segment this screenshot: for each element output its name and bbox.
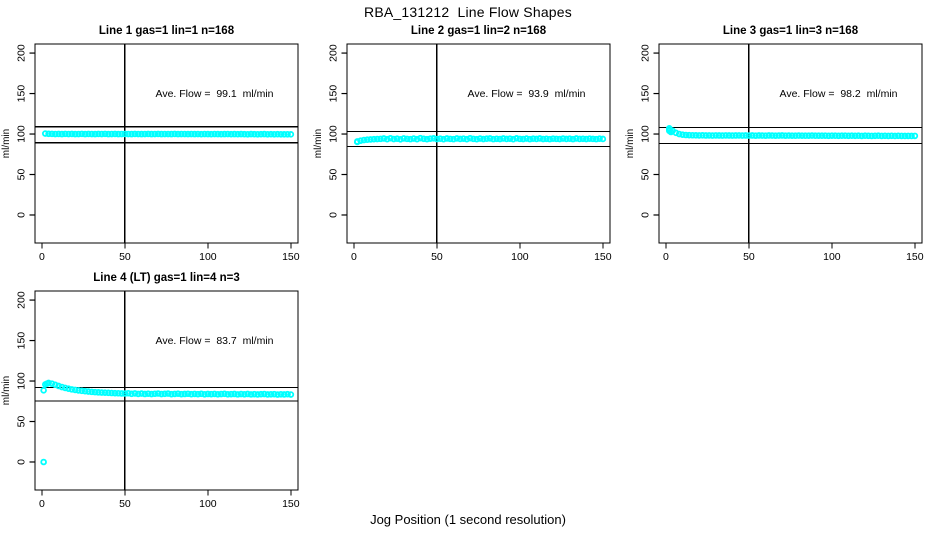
x-tick-label: 0 xyxy=(39,498,45,510)
plot-box xyxy=(34,290,299,491)
y-tick-label: 100 xyxy=(328,125,340,143)
ave-flow-annotation: Ave. Flow = 83.7 ml/min xyxy=(156,335,274,347)
y-tick-label: 200 xyxy=(328,44,340,62)
x-tick-label: 100 xyxy=(823,251,841,263)
y-tick-label: 0 xyxy=(16,212,28,218)
data-points xyxy=(665,125,919,140)
x-tick-label: 100 xyxy=(199,251,217,263)
x-tick-label: 100 xyxy=(199,498,217,510)
panel-line-1: Line 1 gas=1 lin=1 n=168 0 50 100 150 0 50 100 1… xyxy=(0,18,312,264)
y-axis-label: ml/min xyxy=(625,129,636,158)
plot-box xyxy=(34,43,299,244)
plot-box xyxy=(658,43,923,244)
x-tick-label: 50 xyxy=(743,251,755,263)
y-tick-label: 50 xyxy=(328,169,340,181)
line-4-scatter-plot: Line 4 (LT) gas=1 lin=4 n=3 0 50 100 150 0 50 1… xyxy=(1,272,300,510)
ave-flow-annotation: Ave. Flow = 93.9 ml/min xyxy=(468,88,586,100)
line-1-scatter-plot: Line 1 gas=1 lin=1 n=168 0 50 100 150 0 50 100 1… xyxy=(1,25,300,263)
figure-title: RBA_131212 Line Flow Shapes xyxy=(364,4,572,20)
ave-flow-annotation: Ave. Flow = 99.1 ml/min xyxy=(156,88,274,100)
y-tick-label: 150 xyxy=(16,332,28,350)
y-tick-label: 50 xyxy=(16,416,28,428)
y-tick-label: 100 xyxy=(16,372,28,390)
y-tick-label: 0 xyxy=(640,212,652,218)
y-tick-label: 150 xyxy=(640,85,652,103)
y-tick-label: 150 xyxy=(16,85,28,103)
x-axis-label: Jog Position (1 second resolution) xyxy=(370,512,566,527)
y-tick-label: 100 xyxy=(16,125,28,143)
x-tick-label: 50 xyxy=(119,251,131,263)
x-tick-label: 150 xyxy=(906,251,924,263)
panel-title: Line 3 gas=1 lin=3 n=168 xyxy=(723,25,859,37)
panel-title: Line 4 (LT) gas=1 lin=4 n=3 xyxy=(93,272,239,284)
x-tick-label: 50 xyxy=(119,498,131,510)
y-tick-label: 0 xyxy=(328,212,340,218)
y-tick-label: 150 xyxy=(328,85,340,103)
panel-line-4: Line 4 (LT) gas=1 lin=4 n=3 0 50 100 150 0 50 1… xyxy=(0,265,312,511)
line-3-scatter-plot: Line 3 gas=1 lin=3 n=168 0 50 100 150 0 50 100 1… xyxy=(625,25,924,263)
y-axis-label: ml/min xyxy=(1,129,12,158)
data-points xyxy=(40,379,295,466)
y-axis-label: ml/min xyxy=(313,129,324,158)
ave-flow-annotation: Ave. Flow = 98.2 ml/min xyxy=(780,88,898,100)
x-tick-label: 0 xyxy=(351,251,357,263)
y-tick-label: 0 xyxy=(16,459,28,465)
panel-line-3: Line 3 gas=1 lin=3 n=168 0 50 100 150 0 50 100 1… xyxy=(624,18,936,264)
y-tick-label: 50 xyxy=(16,169,28,181)
panel-line-2: Line 2 gas=1 lin=2 n=168 0 50 100 150 0 50 100 1… xyxy=(312,18,624,264)
y-tick-label: 100 xyxy=(640,125,652,143)
panel-title: Line 2 gas=1 lin=2 n=168 xyxy=(411,25,547,37)
x-tick-label: 100 xyxy=(511,251,529,263)
y-tick-label: 200 xyxy=(16,44,28,62)
y-tick-label: 50 xyxy=(640,169,652,181)
y-axis-label: ml/min xyxy=(1,376,12,405)
x-tick-label: 150 xyxy=(282,498,300,510)
y-tick-label: 200 xyxy=(640,44,652,62)
x-tick-label: 150 xyxy=(282,251,300,263)
data-points xyxy=(353,134,607,146)
x-tick-label: 50 xyxy=(431,251,443,263)
x-tick-label: 0 xyxy=(663,251,669,263)
line-2-scatter-plot: Line 2 gas=1 lin=2 n=168 0 50 100 150 0 50 100 1… xyxy=(313,25,612,263)
x-tick-label: 0 xyxy=(39,251,45,263)
plot-box xyxy=(346,43,611,244)
y-tick-label: 200 xyxy=(16,291,28,309)
data-points xyxy=(41,130,295,138)
panel-title: Line 1 gas=1 lin=1 n=168 xyxy=(99,25,235,37)
x-tick-label: 150 xyxy=(594,251,612,263)
